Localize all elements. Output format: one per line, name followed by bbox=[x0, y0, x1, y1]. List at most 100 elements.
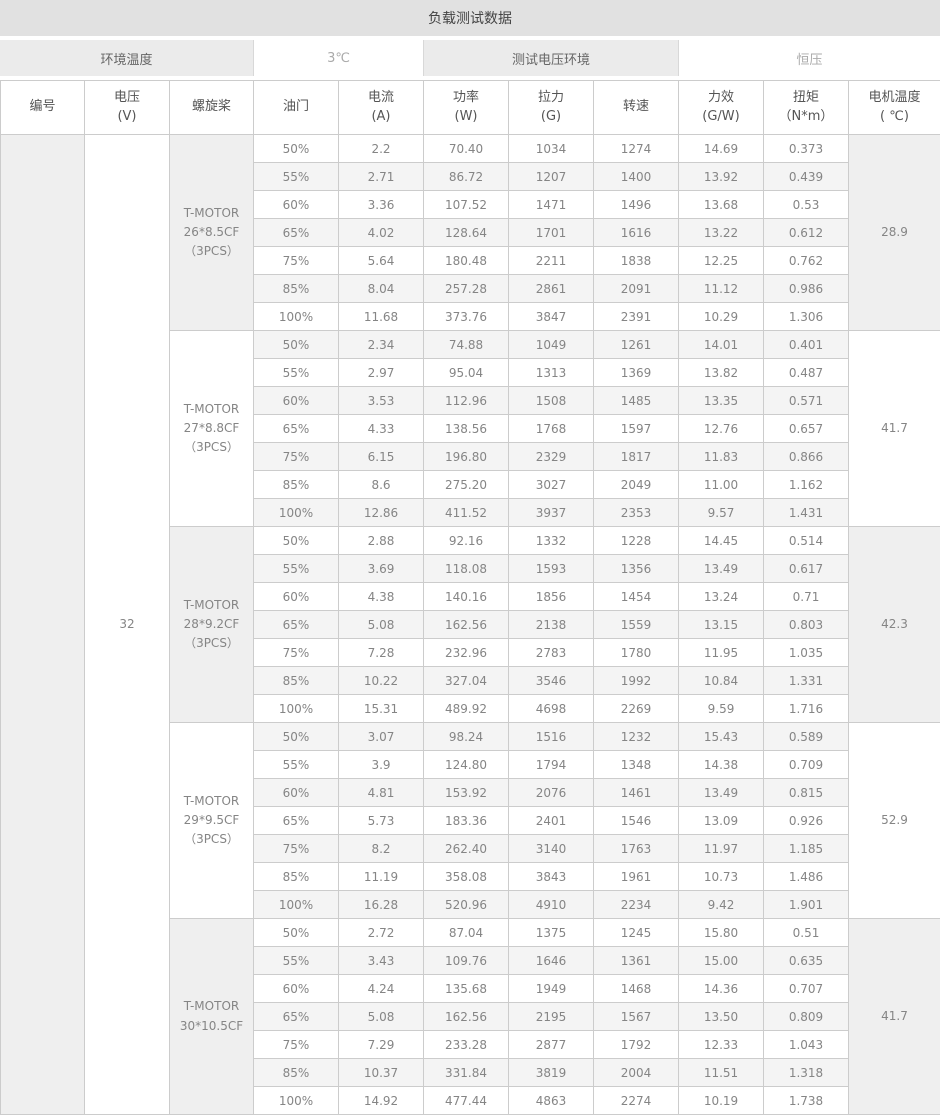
rpm-cell: 2004 bbox=[594, 1059, 679, 1087]
rpm-cell: 1261 bbox=[594, 331, 679, 359]
throttle-cell: 55% bbox=[254, 163, 339, 191]
torque-cell: 1.035 bbox=[764, 639, 849, 667]
col-header-rpm: 转速 bbox=[594, 81, 679, 135]
throttle-cell: 60% bbox=[254, 779, 339, 807]
torque-cell: 0.709 bbox=[764, 751, 849, 779]
throttle-cell: 60% bbox=[254, 583, 339, 611]
torque-cell: 1.043 bbox=[764, 1031, 849, 1059]
power-cell: 196.80 bbox=[424, 443, 509, 471]
efficiency-cell: 9.42 bbox=[679, 891, 764, 919]
current-cell: 3.9 bbox=[339, 751, 424, 779]
throttle-cell: 50% bbox=[254, 135, 339, 163]
throttle-cell: 85% bbox=[254, 471, 339, 499]
torque-cell: 0.71 bbox=[764, 583, 849, 611]
thrust-cell: 1701 bbox=[509, 219, 594, 247]
thrust-cell: 1768 bbox=[509, 415, 594, 443]
current-cell: 8.04 bbox=[339, 275, 424, 303]
thrust-cell: 3843 bbox=[509, 863, 594, 891]
col-header-motor-temp: 电机温度 ( ℃) bbox=[849, 81, 940, 135]
thrust-cell: 1794 bbox=[509, 751, 594, 779]
table-header: 编号 电压 (V) 螺旋桨 油门 电流 (A) 功率 (W) 拉力 (G) 转速… bbox=[1, 81, 940, 135]
power-cell: 92.16 bbox=[424, 527, 509, 555]
thrust-cell: 3819 bbox=[509, 1059, 594, 1087]
efficiency-cell: 11.00 bbox=[679, 471, 764, 499]
throttle-cell: 50% bbox=[254, 331, 339, 359]
rpm-cell: 1361 bbox=[594, 947, 679, 975]
throttle-cell: 85% bbox=[254, 863, 339, 891]
efficiency-cell: 12.33 bbox=[679, 1031, 764, 1059]
test-voltage-env-value: 恒压 bbox=[678, 40, 940, 76]
serial-cell bbox=[1, 135, 85, 1115]
rpm-cell: 2353 bbox=[594, 499, 679, 527]
motor-temp-cell: 41.7 bbox=[849, 919, 940, 1115]
power-cell: 86.72 bbox=[424, 163, 509, 191]
thrust-cell: 2861 bbox=[509, 275, 594, 303]
torque-cell: 0.514 bbox=[764, 527, 849, 555]
throttle-cell: 100% bbox=[254, 303, 339, 331]
thrust-cell: 4910 bbox=[509, 891, 594, 919]
thrust-cell: 4698 bbox=[509, 695, 594, 723]
rpm-cell: 1454 bbox=[594, 583, 679, 611]
thrust-cell: 3937 bbox=[509, 499, 594, 527]
rpm-cell: 1468 bbox=[594, 975, 679, 1003]
throttle-cell: 75% bbox=[254, 247, 339, 275]
rpm-cell: 1232 bbox=[594, 723, 679, 751]
rpm-cell: 1461 bbox=[594, 779, 679, 807]
rpm-cell: 1763 bbox=[594, 835, 679, 863]
power-cell: 128.64 bbox=[424, 219, 509, 247]
torque-cell: 1.318 bbox=[764, 1059, 849, 1087]
rpm-cell: 1485 bbox=[594, 387, 679, 415]
efficiency-cell: 11.95 bbox=[679, 639, 764, 667]
thrust-cell: 2783 bbox=[509, 639, 594, 667]
throttle-cell: 65% bbox=[254, 415, 339, 443]
throttle-cell: 75% bbox=[254, 835, 339, 863]
current-cell: 8.6 bbox=[339, 471, 424, 499]
current-cell: 2.72 bbox=[339, 919, 424, 947]
thrust-cell: 3847 bbox=[509, 303, 594, 331]
current-cell: 3.69 bbox=[339, 555, 424, 583]
thrust-cell: 1207 bbox=[509, 163, 594, 191]
thrust-cell: 1332 bbox=[509, 527, 594, 555]
thrust-cell: 2138 bbox=[509, 611, 594, 639]
thrust-cell: 1049 bbox=[509, 331, 594, 359]
thrust-cell: 3027 bbox=[509, 471, 594, 499]
rpm-cell: 2234 bbox=[594, 891, 679, 919]
efficiency-cell: 15.43 bbox=[679, 723, 764, 751]
efficiency-cell: 13.50 bbox=[679, 1003, 764, 1031]
power-cell: 118.08 bbox=[424, 555, 509, 583]
power-cell: 275.20 bbox=[424, 471, 509, 499]
current-cell: 3.43 bbox=[339, 947, 424, 975]
efficiency-cell: 14.45 bbox=[679, 527, 764, 555]
thrust-cell: 2076 bbox=[509, 779, 594, 807]
rpm-cell: 1228 bbox=[594, 527, 679, 555]
rpm-cell: 2049 bbox=[594, 471, 679, 499]
power-cell: 135.68 bbox=[424, 975, 509, 1003]
torque-cell: 0.815 bbox=[764, 779, 849, 807]
efficiency-cell: 14.69 bbox=[679, 135, 764, 163]
efficiency-cell: 13.49 bbox=[679, 555, 764, 583]
rpm-cell: 1597 bbox=[594, 415, 679, 443]
power-cell: 153.92 bbox=[424, 779, 509, 807]
rpm-cell: 1348 bbox=[594, 751, 679, 779]
power-cell: 520.96 bbox=[424, 891, 509, 919]
current-cell: 5.08 bbox=[339, 1003, 424, 1031]
rpm-cell: 1400 bbox=[594, 163, 679, 191]
torque-cell: 0.401 bbox=[764, 331, 849, 359]
thrust-cell: 2401 bbox=[509, 807, 594, 835]
col-header-throttle: 油门 bbox=[254, 81, 339, 135]
propeller-cell: T-MOTOR 27*8.8CF （3PCS） bbox=[170, 331, 254, 527]
rpm-cell: 1559 bbox=[594, 611, 679, 639]
thrust-cell: 1471 bbox=[509, 191, 594, 219]
current-cell: 7.29 bbox=[339, 1031, 424, 1059]
efficiency-cell: 13.15 bbox=[679, 611, 764, 639]
rpm-cell: 1780 bbox=[594, 639, 679, 667]
rpm-cell: 1369 bbox=[594, 359, 679, 387]
propeller-cell: T-MOTOR 26*8.5CF （3PCS） bbox=[170, 135, 254, 331]
power-cell: 331.84 bbox=[424, 1059, 509, 1087]
throttle-cell: 75% bbox=[254, 1031, 339, 1059]
propeller-cell: T-MOTOR 29*9.5CF （3PCS） bbox=[170, 723, 254, 919]
power-cell: 358.08 bbox=[424, 863, 509, 891]
col-header-propeller: 螺旋桨 bbox=[170, 81, 254, 135]
